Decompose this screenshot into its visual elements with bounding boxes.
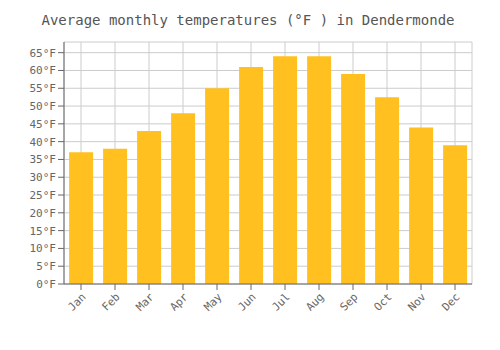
svg-text:45°F: 45°F: [30, 118, 57, 131]
svg-text:Sep: Sep: [337, 290, 360, 313]
svg-text:55°F: 55°F: [30, 82, 57, 95]
svg-text:20°F: 20°F: [30, 207, 57, 220]
svg-text:30°F: 30°F: [30, 171, 57, 184]
svg-text:5°F: 5°F: [36, 260, 56, 273]
svg-text:0°F: 0°F: [36, 278, 56, 291]
svg-text:May: May: [201, 290, 225, 314]
svg-text:50°F: 50°F: [30, 100, 57, 113]
svg-text:25°F: 25°F: [30, 189, 57, 202]
html-text:Average monthly temperatures (: Average monthly temperatures (°F ) in De…: [41, 12, 455, 28]
svg-text:35°F: 35°F: [30, 153, 57, 166]
svg-text:10°F: 10°F: [30, 242, 57, 255]
svg-text:Dec: Dec: [439, 290, 462, 313]
svg-text:Feb: Feb: [99, 290, 122, 313]
svg-text:Mar: Mar: [133, 290, 157, 314]
svg-text:Jun: Jun: [235, 290, 258, 313]
svg-text:Nov: Nov: [405, 290, 429, 314]
svg-text:60°F: 60°F: [30, 64, 57, 77]
svg-text:Jul: Jul: [269, 290, 292, 313]
svg-text:15°F: 15°F: [30, 225, 57, 238]
svg-text:65°F: 65°F: [30, 47, 57, 60]
svg-text:Aug: Aug: [303, 290, 326, 313]
svg-text:Jan: Jan: [65, 290, 88, 313]
svg-text:40°F: 40°F: [30, 136, 57, 149]
svg-text:Oct: Oct: [371, 290, 394, 313]
svg-text:Apr: Apr: [167, 290, 191, 314]
